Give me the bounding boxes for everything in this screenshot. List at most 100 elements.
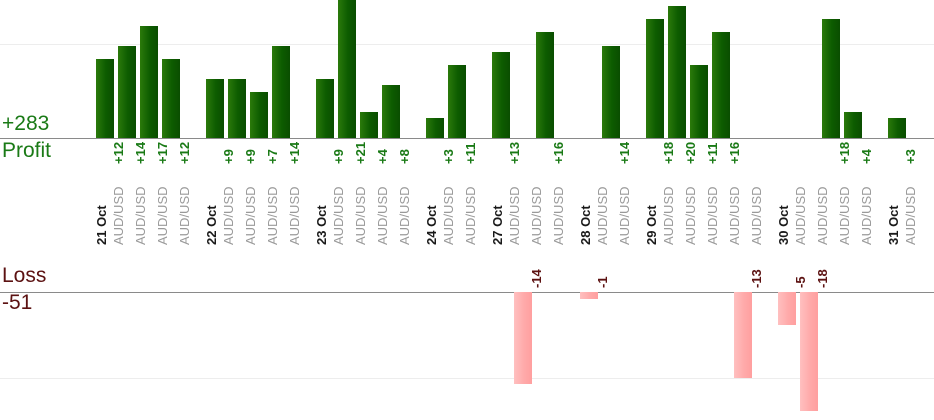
instrument-label: AUD/USD	[903, 186, 918, 245]
profit-value-label: +9	[243, 149, 258, 164]
instrument-label: AUD/USD	[529, 186, 544, 245]
profit-axis-baseline	[0, 138, 934, 139]
profit-bar[interactable]	[822, 19, 840, 138]
instrument-label: AUD/USD	[507, 186, 522, 245]
loss-value-label: -14	[529, 269, 544, 288]
group-date-label: 30 Oct	[776, 205, 791, 245]
instrument-label: AUD/USD	[815, 186, 830, 245]
profit-total-label: +283	[2, 112, 50, 135]
profit-value-label: +11	[463, 142, 478, 164]
instrument-label: AUD/USD	[551, 186, 566, 245]
profit-bar[interactable]	[712, 32, 730, 138]
profit-bar[interactable]	[602, 45, 620, 138]
group-date-label: 29 Oct	[644, 205, 659, 245]
profit-bar[interactable]	[382, 85, 400, 138]
instrument-label: AUD/USD	[617, 186, 632, 245]
loss-bar[interactable]	[800, 292, 818, 411]
instrument-label: AUD/USD	[727, 186, 742, 245]
profit-word-label: Profit	[2, 139, 52, 162]
instrument-label: AUD/USD	[595, 186, 610, 245]
profit-value-label: +17	[155, 141, 170, 164]
profit-value-label: +18	[661, 141, 676, 164]
group-date-label: 31 Oct	[886, 205, 901, 245]
profit-bar[interactable]	[426, 118, 444, 138]
instrument-label: AUD/USD	[221, 186, 236, 245]
loss-word-label: Loss	[2, 264, 47, 287]
loss-value-label: -1	[595, 276, 610, 288]
instrument-label: AUD/USD	[705, 186, 720, 245]
profit-value-label: +3	[903, 149, 918, 164]
loss-axis-baseline	[0, 292, 934, 293]
profit-value-label: +14	[133, 141, 148, 164]
profit-bar[interactable]	[888, 118, 906, 138]
gridline-loss-lower	[0, 378, 934, 379]
instrument-label: AUD/USD	[155, 186, 170, 245]
instrument-label: AUD/USD	[243, 186, 258, 245]
instrument-label: AUD/USD	[265, 186, 280, 245]
loss-value-label: -18	[815, 269, 830, 288]
profit-bar[interactable]	[536, 32, 554, 138]
profit-bar[interactable]	[646, 19, 664, 138]
loss-bar[interactable]	[514, 292, 532, 385]
instrument-label: AUD/USD	[683, 186, 698, 245]
profit-bar[interactable]	[668, 6, 686, 138]
profit-bar[interactable]	[844, 111, 862, 138]
instrument-label: AUD/USD	[177, 186, 192, 245]
profit-bar[interactable]	[140, 25, 158, 138]
instrument-label: AUD/USD	[287, 186, 302, 245]
profit-bar[interactable]	[316, 78, 334, 138]
instrument-label: AUD/USD	[661, 186, 676, 245]
profit-value-label: +21	[353, 141, 368, 164]
profit-bar[interactable]	[96, 58, 114, 138]
profit-bar[interactable]	[250, 91, 268, 138]
profit-value-label: +11	[705, 142, 720, 164]
instrument-label: AUD/USD	[397, 186, 412, 245]
profit-value-label: +7	[265, 149, 280, 164]
group-date-label: 27 Oct	[490, 205, 505, 245]
profit-bar[interactable]	[162, 58, 180, 138]
loss-bar[interactable]	[734, 292, 752, 378]
loss-total-label: -51	[2, 291, 33, 314]
profit-value-label: +9	[331, 149, 346, 164]
instrument-label: AUD/USD	[441, 186, 456, 245]
profit-value-label: +13	[507, 141, 522, 164]
profit-bar[interactable]	[272, 45, 290, 138]
profit-value-label: +3	[441, 149, 456, 164]
instrument-label: AUD/USD	[749, 186, 764, 245]
profit-bar[interactable]	[360, 111, 378, 138]
profit-value-label: +14	[287, 141, 302, 164]
profit-value-label: +8	[397, 149, 412, 164]
profit-value-label: +12	[111, 141, 126, 164]
group-date-label: 21 Oct	[94, 205, 109, 245]
instrument-label: AUD/USD	[837, 186, 852, 245]
profit-bar[interactable]	[338, 0, 356, 138]
instrument-label: AUD/USD	[133, 186, 148, 245]
loss-bar[interactable]	[778, 292, 796, 325]
group-date-label: 28 Oct	[578, 205, 593, 245]
profit-value-label: +14	[617, 141, 632, 164]
profit-value-label: +18	[837, 141, 852, 164]
instrument-label: AUD/USD	[793, 186, 808, 245]
profit-bar[interactable]	[492, 52, 510, 138]
profit-bar[interactable]	[118, 45, 136, 138]
loss-value-label: -13	[749, 269, 764, 288]
profit-bar[interactable]	[228, 78, 246, 138]
profit-bar[interactable]	[690, 65, 708, 138]
instrument-label: AUD/USD	[353, 186, 368, 245]
instrument-label: AUD/USD	[463, 186, 478, 245]
profit-value-label: +20	[683, 141, 698, 164]
profit-bar[interactable]	[206, 78, 224, 138]
profit-value-label: +16	[727, 141, 742, 164]
profit-bar[interactable]	[448, 65, 466, 138]
group-date-label: 24 Oct	[424, 205, 439, 245]
instrument-label: AUD/USD	[375, 186, 390, 245]
profit-value-label: +4	[375, 149, 390, 164]
group-date-label: 22 Oct	[204, 205, 219, 245]
instrument-label: AUD/USD	[111, 186, 126, 245]
loss-bar[interactable]	[580, 292, 598, 299]
instrument-label: AUD/USD	[859, 186, 874, 245]
profit-value-label: +9	[221, 149, 236, 164]
gridline-profit-upper	[0, 44, 934, 45]
loss-value-label: -5	[793, 276, 808, 288]
